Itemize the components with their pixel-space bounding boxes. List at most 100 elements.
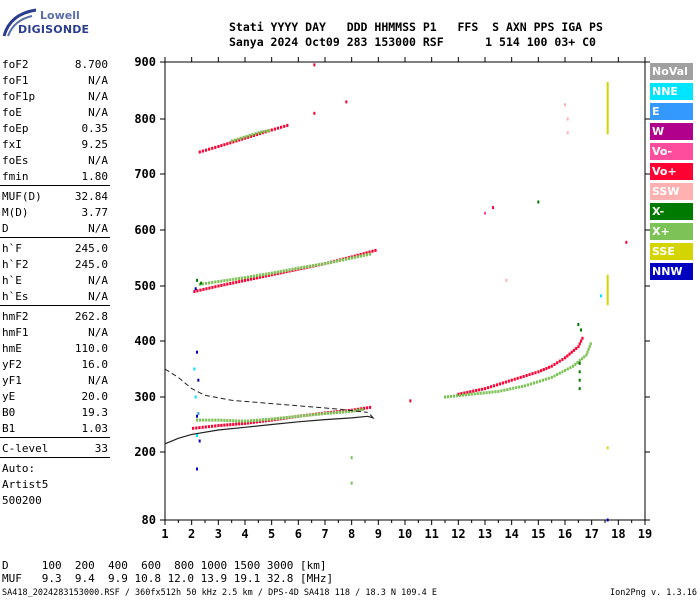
param-row: yF2 16.0: [0, 356, 110, 372]
x-tick-label: 9: [375, 527, 382, 541]
echo-mark: [196, 289, 199, 293]
echo-point: [578, 361, 581, 365]
echo-mark: [347, 257, 350, 261]
echo-mark: [217, 424, 220, 428]
param-row: foEp 0.35: [0, 120, 110, 136]
echo-mark: [359, 407, 363, 411]
param-name: h`F2: [2, 258, 29, 271]
y-tick-label: 200: [134, 445, 156, 459]
echo-mark: [201, 425, 204, 429]
echo-mark: [202, 418, 205, 422]
param-row: MUF(D) 32.84: [0, 188, 110, 204]
echo-mark: [211, 146, 214, 150]
echo-mark: [232, 140, 235, 144]
echo-mark: [201, 149, 204, 153]
echo-point: [345, 100, 348, 104]
autoscaling-info-line: 500200: [0, 492, 110, 508]
echo-mark: [273, 127, 276, 131]
echo-mark: [358, 408, 361, 412]
echo-mark: [276, 270, 279, 274]
echo-point: [196, 467, 198, 471]
echo-mark: [204, 281, 208, 285]
echo-mark: [252, 277, 256, 281]
echo-mark: [519, 375, 522, 379]
sse-echo-bar: [606, 81, 609, 135]
echo-mark: [359, 254, 363, 258]
echo-mark: [344, 257, 347, 261]
footer-muf-row: MUF 9.3 9.4 9.9 10.8 12.0 13.9 19.1 32.8…: [2, 572, 334, 585]
echo-mark: [507, 379, 510, 383]
param-row: h`Es N/A: [0, 288, 110, 304]
param-value: 110.0: [74, 342, 108, 355]
echo-mark: [504, 380, 507, 384]
echo-mark: [347, 410, 350, 414]
echo-mark: [252, 418, 256, 422]
param-value: 19.3: [81, 406, 109, 419]
echo-mark: [235, 419, 238, 423]
echo-mark: [588, 345, 591, 349]
echo-mark: [542, 368, 545, 372]
echo-mark: [553, 363, 556, 367]
echo-mark: [350, 409, 353, 413]
echo-mark: [535, 380, 539, 384]
legend-item: X+: [650, 223, 693, 240]
echo-point: [196, 278, 198, 282]
echo-mark: [300, 266, 303, 270]
echo-mark: [214, 424, 217, 428]
echo-mark: [251, 133, 254, 137]
param-name: foF1p: [2, 90, 36, 103]
echo-mark: [528, 373, 531, 377]
echo-mark: [309, 413, 312, 417]
echo-mark: [541, 378, 544, 382]
echo-mark: [232, 277, 235, 281]
echo-mark: [482, 391, 485, 395]
echo-mark: [374, 248, 377, 252]
echo-mark: [495, 383, 499, 387]
echo-mark: [444, 395, 447, 399]
echo-point: [194, 395, 197, 399]
echo-mark: [312, 413, 315, 417]
echo-mark: [262, 130, 265, 134]
echo-mark: [264, 274, 267, 278]
echo-mark: [531, 372, 534, 376]
echo-mark: [491, 390, 494, 394]
echo-mark: [223, 143, 226, 147]
echo-mark: [547, 376, 550, 380]
echo-mark: [329, 411, 333, 415]
param-name: foF1: [2, 74, 29, 87]
echo-mark: [232, 281, 235, 285]
param-name: foE: [2, 106, 22, 119]
echo-mark: [238, 276, 241, 280]
x-tick-label: 18: [611, 527, 625, 541]
legend-item: SSW: [650, 183, 693, 200]
echo-mark: [238, 280, 241, 284]
echo-mark: [368, 405, 372, 409]
echo-mark: [223, 283, 226, 287]
echo-mark: [235, 422, 238, 426]
sse-echo-bar: [606, 446, 609, 450]
echo-mark: [257, 131, 260, 135]
param-row: hmF2 262.8: [0, 308, 110, 324]
echo-point: [505, 278, 508, 282]
param-row: D N/A: [0, 220, 110, 236]
echo-mark: [241, 419, 244, 423]
echo-mark: [248, 134, 251, 137]
echo-mark: [204, 148, 208, 152]
legend-item: Vo-: [650, 143, 693, 160]
param-separator: [0, 185, 110, 186]
echo-mark: [583, 355, 586, 359]
echo-mark: [254, 132, 257, 136]
echo-mark: [252, 134, 256, 137]
echo-mark: [338, 410, 342, 414]
echo-point: [606, 518, 609, 522]
echo-mark: [246, 135, 250, 139]
echo-mark: [566, 354, 569, 358]
echo-mark: [265, 129, 268, 133]
echo-mark: [244, 421, 247, 425]
echo-mark: [540, 369, 543, 373]
echo-mark: [521, 384, 524, 388]
autoscaling-text: 500200: [2, 494, 42, 507]
param-separator: [0, 457, 110, 458]
echo-mark: [572, 364, 575, 368]
sse-echo-bar: [606, 274, 609, 306]
